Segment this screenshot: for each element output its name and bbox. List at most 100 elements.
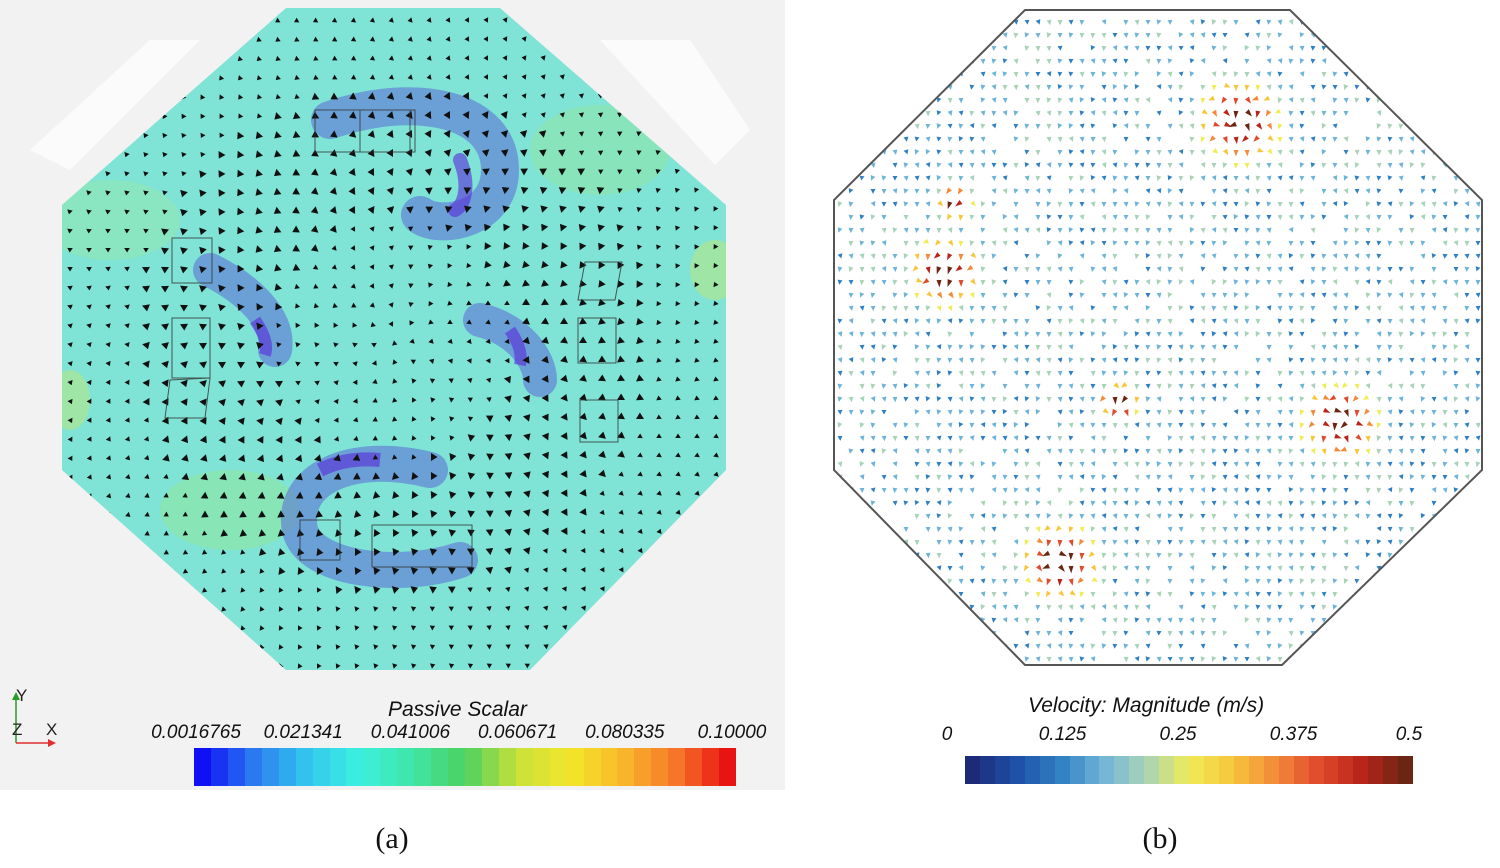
vector-arrow [1453,574,1459,584]
vector-arrow [1035,626,1041,636]
vector-arrow [462,149,476,157]
vector-arrow [1376,548,1382,558]
vector-arrow [540,36,550,42]
vector-arrow [1453,197,1459,207]
vector-arrow [1090,93,1096,103]
vector-arrow [1442,522,1448,532]
vector-arrow [1057,353,1063,363]
vector-arrow [1068,275,1074,285]
vector-arrow [579,450,587,464]
vector-arrow [1035,105,1041,117]
vector-arrow [892,249,898,259]
vector-arrow [991,14,997,26]
vector-arrow [859,15,865,25]
vector-arrow [1255,197,1261,207]
vector-arrow [1068,444,1074,454]
vector-arrow [837,106,843,116]
vector-arrow [542,567,548,575]
vector-arrow [1156,235,1162,247]
vector-arrow [1332,158,1338,168]
vector-arrow [1112,365,1118,377]
vector-arrow [1002,443,1008,455]
vector-arrow [407,663,417,669]
vector-arrow [1101,339,1107,351]
vector-arrow [1156,352,1162,364]
vector-arrow [1352,431,1362,441]
vector-arrow [1090,599,1096,611]
vector-arrow [447,358,453,366]
vector-arrow [1244,327,1250,337]
vector-arrow [1024,287,1030,299]
vector-arrow [1453,418,1459,428]
vector-arrow [1420,405,1426,415]
vector-arrow [292,510,304,518]
vector-arrow [1233,547,1239,559]
vector-arrow [1046,158,1052,168]
vector-arrow [256,336,264,350]
vector-arrow [388,416,398,422]
vector-arrow [713,206,719,214]
vector-arrow [1200,418,1206,428]
vector-arrow [1255,652,1261,662]
vector-arrow [161,492,169,498]
vector-arrow [969,145,975,155]
vector-arrow [848,509,854,519]
vector-arrow [914,235,920,247]
vector-arrow [1310,105,1316,117]
vector-arrow [314,376,320,386]
vector-arrow [180,663,188,669]
vector-arrow [969,574,975,584]
vector-arrow [1035,586,1041,598]
vector-arrow [350,17,360,23]
vector-arrow [1134,209,1140,221]
vector-arrow [1299,496,1305,506]
vector-arrow [946,287,954,299]
vector-arrow [67,357,73,367]
vector-arrow [1277,574,1283,584]
vector-arrow [1420,431,1426,441]
vector-arrow [1156,496,1162,506]
vector-arrow [980,132,986,142]
vector-arrow [1145,236,1151,246]
vector-arrow [1024,626,1030,636]
vector-arrow [294,93,302,99]
vector-arrow [67,585,73,595]
vector-arrow [617,280,625,292]
vector-arrow [1112,340,1118,350]
vector-arrow [1442,639,1448,649]
vector-arrow [1123,651,1129,663]
vector-arrow [1431,496,1437,506]
vector-arrow [105,586,111,594]
vector-arrow [1299,288,1305,298]
vector-arrow [1255,104,1261,118]
vector-arrow [520,168,532,176]
vector-arrow [1442,301,1448,311]
vector-arrow [903,288,909,298]
vector-arrow [254,510,266,518]
vector-arrow [560,624,568,632]
vector-arrow [1156,443,1162,455]
vector-arrow [636,336,644,350]
vector-arrow [408,264,416,270]
vector-arrow [1055,587,1065,597]
vector-arrow [1277,14,1283,26]
vector-arrow [350,55,360,61]
vector-arrow [1475,561,1481,571]
vector-arrow [1288,93,1294,103]
vector-arrow [958,548,964,558]
vector-arrow [1464,223,1470,233]
vector-arrow [522,336,530,350]
vector-arrow [618,509,624,519]
vector-arrow [870,80,876,90]
vector-arrow [980,67,986,77]
vector-arrow [859,613,865,623]
vector-arrow [1090,418,1096,428]
vector-arrow [892,534,898,546]
vector-arrow [1178,612,1184,624]
vector-arrow [870,496,876,506]
vector-arrow [484,397,492,403]
vector-arrow [1409,600,1415,610]
vector-arrow [274,625,284,631]
vector-arrow [1112,639,1118,649]
vector-arrow [958,483,964,493]
